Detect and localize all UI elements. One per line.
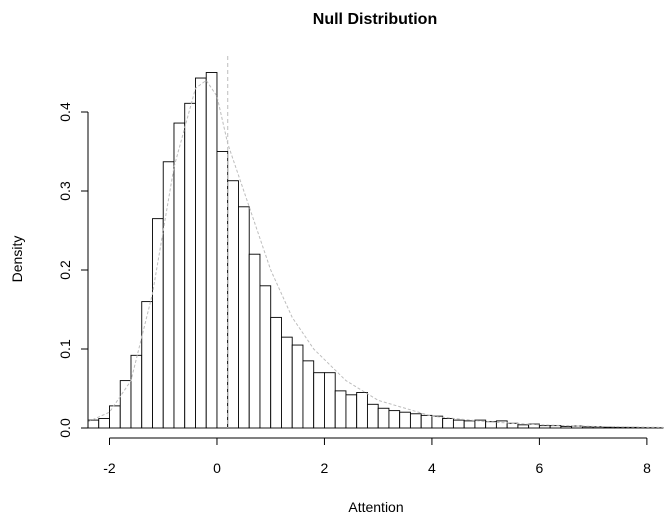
x-axis: -2 0 2 4 6 8: [103, 437, 651, 476]
histogram-bar: [281, 336, 293, 429]
histogram-bar: [388, 410, 401, 429]
x-tick-label: 0: [213, 460, 221, 476]
histogram-bar: [399, 411, 411, 429]
histogram-bar: [420, 414, 433, 429]
histogram-bar: [442, 418, 454, 429]
histogram-bar: [173, 122, 186, 429]
histogram-bar: [431, 415, 444, 429]
histogram-bar: [302, 360, 315, 429]
histogram-bar: [216, 151, 229, 429]
histogram-bar: [141, 301, 153, 429]
x-tick-label: -2: [103, 460, 116, 476]
histogram-bar: [291, 344, 304, 429]
histogram-bar: [184, 102, 196, 429]
histogram-bar: [227, 180, 239, 429]
histogram-bar: [345, 394, 358, 429]
histogram-bar: [485, 421, 497, 429]
histogram-bar: [624, 426, 637, 429]
histogram-bar: [538, 425, 551, 429]
histogram-bar: [205, 72, 218, 429]
density-curve: [87, 79, 664, 428]
histogram-bar: [270, 316, 282, 429]
y-tick-label: 0.2: [57, 260, 73, 280]
x-tick-label: 2: [321, 460, 329, 476]
y-axis: 0.0 0.1 0.2 0.3 0.4: [57, 102, 89, 438]
x-tick-label: 4: [428, 460, 436, 476]
histogram-bar: [549, 425, 562, 429]
histogram-bar: [560, 425, 573, 429]
histogram-bar: [517, 424, 530, 429]
histogram-bar: [581, 426, 594, 429]
histogram-bar: [356, 392, 368, 429]
x-axis-label: Attention: [348, 499, 403, 515]
histogram-bar: [452, 419, 465, 429]
histogram-bar: [409, 413, 422, 429]
histogram-bar: [238, 206, 250, 429]
y-tick-label: 0.3: [57, 181, 73, 201]
histogram-bar: [152, 218, 164, 429]
histogram-bar: [603, 426, 616, 429]
y-tick-label: 0.1: [57, 339, 73, 359]
histogram-bar: [463, 420, 476, 429]
chart-title: Null Distribution: [313, 11, 437, 28]
x-tick-label: 6: [536, 460, 544, 476]
histogram-bar: [614, 426, 626, 429]
histogram-bar: [130, 354, 143, 429]
y-axis-label: Density: [9, 236, 25, 283]
histogram-bars: [87, 72, 664, 429]
histogram-bar: [162, 161, 175, 429]
histogram-bar: [313, 372, 325, 429]
histogram-bar: [324, 372, 336, 429]
histogram-bar: [195, 77, 207, 429]
x-tick-label: 8: [643, 460, 651, 476]
y-tick-label: 0.4: [57, 102, 73, 122]
histogram-bar: [366, 403, 379, 429]
histogram-bar: [248, 253, 261, 429]
histogram-bar: [334, 390, 347, 429]
histogram-bar: [259, 285, 272, 429]
histogram-bar: [98, 418, 110, 429]
histogram-bar: [506, 422, 519, 429]
y-tick-label: 0.0: [57, 418, 73, 438]
histogram-bar: [377, 407, 390, 429]
